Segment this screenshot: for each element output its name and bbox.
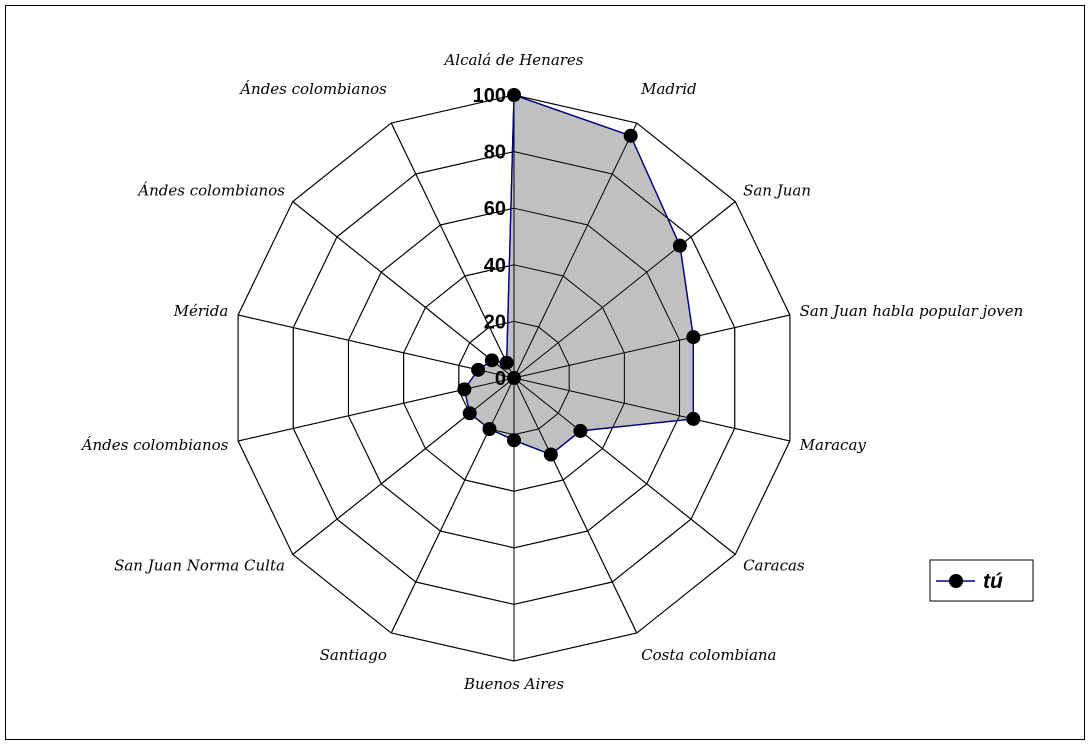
spoke-overlay [513,377,638,634]
category-label: Costa colombiana [641,646,776,664]
data-point [507,88,521,102]
data-point [462,406,477,421]
spoke-overlay [513,201,736,379]
data-point [686,330,701,345]
category-labels: Alcalá de Henares Madrid San Juan San Juan … [80,51,1024,693]
spoke-overlay [513,122,638,379]
spoke-overlay [513,377,791,442]
tick-label: 0 [495,368,506,390]
spoke-overlay [390,122,515,379]
category-label: Ándes colombianos [80,436,229,454]
tick-label: 20 [484,311,506,333]
spoke-overlay [390,377,515,634]
tick-label: 80 [484,142,506,164]
legend-marker [949,574,963,588]
category-label: Mérida [173,302,229,320]
spoke-overlay [237,314,515,379]
category-label: Ándes colombianos [238,80,387,98]
tick-label: 40 [484,255,506,277]
data-point [471,362,486,377]
spoke-overlay [513,377,736,555]
category-label: Alcalá de Henares [442,51,583,69]
data-point [457,382,472,397]
tick-label: 60 [484,198,506,220]
category-label: San Juan Norma Culta [114,557,285,575]
category-label: Ándes colombianos [136,181,285,199]
tick-label: 100 [473,85,506,107]
tick-labels: 0 20 40 60 80 100 [473,85,506,390]
data-point [686,411,701,426]
category-label: Caracas [743,557,805,575]
category-label: Maracay [799,436,867,454]
series-layer [237,88,791,662]
data-point [484,353,499,368]
legend-label: tú [983,570,1003,593]
data-point [499,355,514,370]
data-point [507,433,521,448]
category-label: Buenos Aires [463,675,564,693]
spoke-overlay [292,201,515,379]
category-label: San Juan [743,181,811,199]
category-label: San Juan habla popular joven [800,302,1024,320]
legend: tú [929,559,1034,602]
data-point [672,238,687,253]
spoke-overlay [513,314,791,379]
data-point [543,447,558,462]
category-label: Santiago [320,646,387,664]
data-point [623,128,638,143]
data-point [482,421,497,436]
spoke-overlay [292,377,515,555]
category-label: Madrid [640,80,696,98]
center-point [507,371,521,385]
data-point [573,423,588,438]
